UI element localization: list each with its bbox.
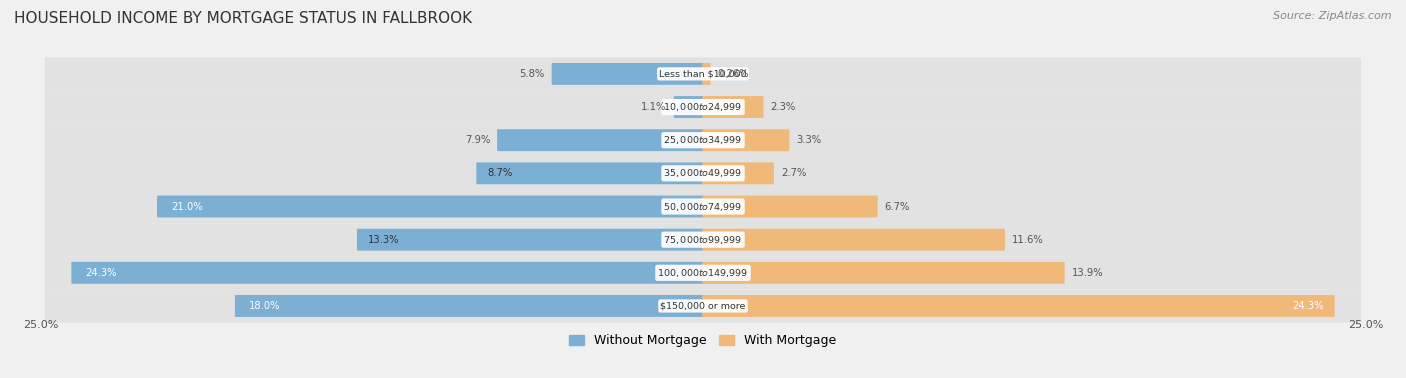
Text: 2.7%: 2.7% xyxy=(780,168,806,178)
Text: 6.7%: 6.7% xyxy=(884,201,910,212)
FancyBboxPatch shape xyxy=(45,157,1361,190)
Text: 11.6%: 11.6% xyxy=(1012,235,1043,245)
Text: Source: ZipAtlas.com: Source: ZipAtlas.com xyxy=(1274,11,1392,21)
Text: 24.3%: 24.3% xyxy=(1292,301,1323,311)
FancyBboxPatch shape xyxy=(45,256,1361,290)
Text: $35,000 to $49,999: $35,000 to $49,999 xyxy=(664,167,742,179)
FancyBboxPatch shape xyxy=(498,129,704,151)
FancyBboxPatch shape xyxy=(702,96,763,118)
Text: $10,000 to $24,999: $10,000 to $24,999 xyxy=(664,101,742,113)
Text: 1.1%: 1.1% xyxy=(641,102,666,112)
Text: $100,000 to $149,999: $100,000 to $149,999 xyxy=(658,267,748,279)
Text: 3.3%: 3.3% xyxy=(796,135,821,145)
FancyBboxPatch shape xyxy=(551,63,704,85)
FancyBboxPatch shape xyxy=(357,229,704,251)
FancyBboxPatch shape xyxy=(702,229,1005,251)
Text: HOUSEHOLD INCOME BY MORTGAGE STATUS IN FALLBROOK: HOUSEHOLD INCOME BY MORTGAGE STATUS IN F… xyxy=(14,11,472,26)
FancyBboxPatch shape xyxy=(45,190,1361,223)
Text: 24.3%: 24.3% xyxy=(86,268,117,278)
Text: 13.9%: 13.9% xyxy=(1071,268,1104,278)
Text: 7.9%: 7.9% xyxy=(465,135,491,145)
Text: 0.26%: 0.26% xyxy=(717,69,749,79)
Text: $75,000 to $99,999: $75,000 to $99,999 xyxy=(664,234,742,246)
FancyBboxPatch shape xyxy=(702,262,1064,284)
Text: $50,000 to $74,999: $50,000 to $74,999 xyxy=(664,200,742,212)
Text: $150,000 or more: $150,000 or more xyxy=(661,302,745,310)
FancyBboxPatch shape xyxy=(702,163,773,184)
Text: $25,000 to $34,999: $25,000 to $34,999 xyxy=(664,134,742,146)
Legend: Without Mortgage, With Mortgage: Without Mortgage, With Mortgage xyxy=(569,334,837,347)
Text: 21.0%: 21.0% xyxy=(170,201,202,212)
FancyBboxPatch shape xyxy=(45,57,1361,90)
Text: Less than $10,000: Less than $10,000 xyxy=(659,70,747,78)
Text: 18.0%: 18.0% xyxy=(249,301,280,311)
Text: 13.3%: 13.3% xyxy=(368,235,399,245)
Text: 25.0%: 25.0% xyxy=(22,320,58,330)
Text: 2.3%: 2.3% xyxy=(770,102,796,112)
FancyBboxPatch shape xyxy=(45,290,1361,322)
FancyBboxPatch shape xyxy=(477,163,704,184)
FancyBboxPatch shape xyxy=(45,124,1361,157)
Text: 25.0%: 25.0% xyxy=(1348,320,1384,330)
FancyBboxPatch shape xyxy=(45,90,1361,124)
FancyBboxPatch shape xyxy=(72,262,704,284)
FancyBboxPatch shape xyxy=(673,96,704,118)
Text: 8.7%: 8.7% xyxy=(488,168,513,178)
FancyBboxPatch shape xyxy=(157,195,704,217)
FancyBboxPatch shape xyxy=(702,129,789,151)
FancyBboxPatch shape xyxy=(702,295,1334,317)
Text: 5.8%: 5.8% xyxy=(519,69,544,79)
FancyBboxPatch shape xyxy=(235,295,704,317)
FancyBboxPatch shape xyxy=(702,63,710,85)
FancyBboxPatch shape xyxy=(702,195,877,217)
FancyBboxPatch shape xyxy=(45,223,1361,256)
